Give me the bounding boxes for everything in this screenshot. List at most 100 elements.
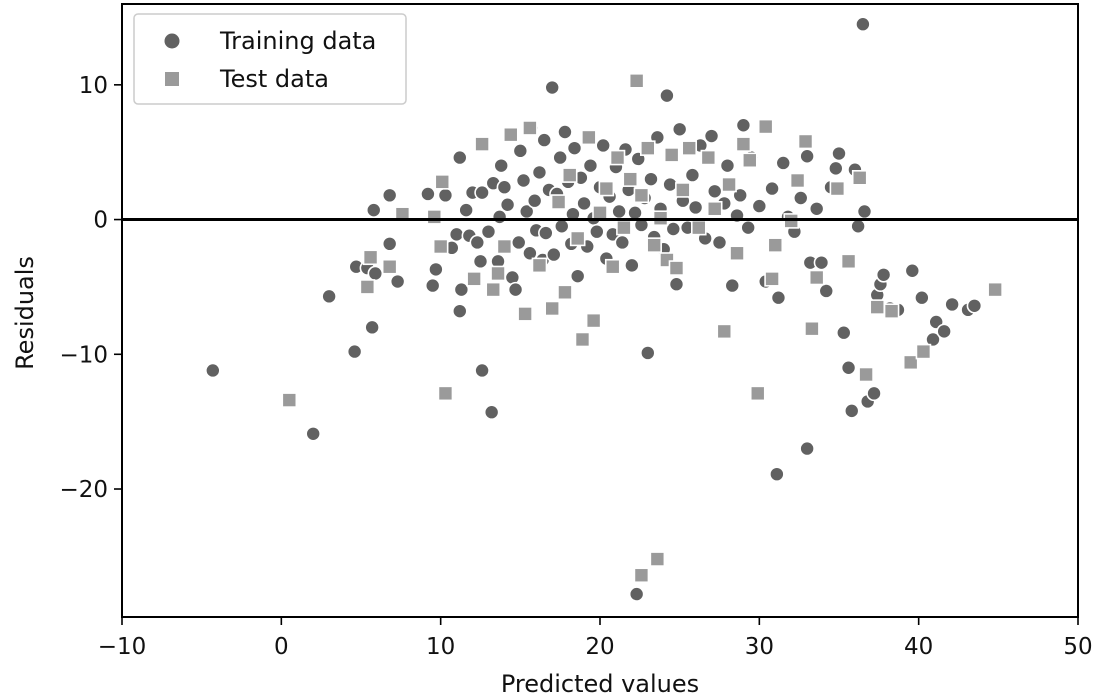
training-point-35	[499, 196, 516, 213]
training-point-127	[828, 160, 844, 177]
test-point-39	[668, 260, 685, 276]
training-point-52	[545, 246, 562, 263]
test-point-34	[639, 140, 656, 156]
test-point-65	[902, 354, 919, 371]
training-point-6	[364, 319, 380, 336]
test-point-64	[883, 303, 900, 319]
x-axis-ticks: −10 0 10 20 30 40 50	[98, 617, 1093, 660]
training-point-12	[420, 186, 436, 202]
training-point-1	[305, 425, 322, 442]
test-point-13	[496, 238, 513, 255]
legend-test-label: Test data	[219, 65, 329, 93]
test-point-47	[729, 245, 745, 262]
test-point-55	[789, 172, 806, 189]
test-point-60	[840, 253, 857, 270]
training-point-20	[453, 281, 470, 298]
test-point-49	[741, 152, 758, 169]
training-point-131	[843, 403, 860, 419]
training-point-81	[633, 217, 650, 233]
test-point-48	[735, 136, 752, 152]
training-points-layer	[205, 16, 983, 602]
training-point-56	[557, 124, 573, 140]
test-point-43	[700, 149, 717, 166]
training-point-124	[813, 254, 830, 271]
test-point-11	[485, 281, 502, 298]
test-point-57	[804, 320, 820, 337]
test-point-33	[633, 187, 650, 204]
training-point-17	[448, 226, 465, 243]
test-point-59	[829, 180, 846, 197]
x-tick-label: 40	[904, 634, 933, 660]
training-point-51	[544, 79, 561, 96]
legend: Training data Test data	[133, 13, 407, 105]
test-point-21	[561, 167, 578, 183]
test-point-51	[757, 118, 774, 135]
y-tick-label: 10	[79, 73, 108, 99]
y-tick-label: 0	[93, 208, 108, 234]
training-point-114	[769, 466, 785, 482]
test-point-14	[502, 126, 519, 143]
test-point-44	[706, 200, 723, 217]
test-point-42	[690, 219, 707, 236]
x-tick-label: 50	[1063, 634, 1092, 660]
training-point-63	[576, 195, 592, 212]
training-point-27	[474, 184, 490, 201]
test-point-27	[598, 180, 615, 197]
test-point-41	[681, 140, 698, 156]
training-point-39	[512, 143, 529, 159]
training-point-29	[483, 404, 500, 421]
training-point-55	[553, 218, 570, 235]
training-point-123	[808, 200, 825, 217]
test-point-3	[381, 258, 398, 275]
training-point-84	[643, 171, 659, 187]
test-point-1	[359, 279, 376, 295]
test-point-28	[604, 258, 621, 275]
test-point-67	[987, 281, 1003, 298]
test-point-45	[716, 323, 733, 340]
training-point-144	[914, 289, 930, 306]
y-axis-label: Residuals	[11, 256, 39, 370]
test-point-19	[550, 194, 567, 210]
test-point-8	[437, 385, 454, 402]
training-point-67	[589, 223, 605, 240]
test-point-62	[858, 366, 874, 383]
training-point-145	[925, 331, 941, 348]
training-point-14	[428, 261, 444, 278]
test-point-31	[622, 171, 639, 187]
training-point-130	[840, 359, 857, 376]
test-point-17	[531, 257, 548, 274]
training-point-38	[510, 234, 527, 251]
training-point-75	[614, 234, 631, 251]
training-point-83	[639, 345, 656, 361]
training-point-100	[703, 128, 720, 144]
training-point-40	[515, 172, 532, 189]
training-point-74	[611, 203, 627, 220]
training-point-116	[775, 155, 792, 171]
training-point-133	[850, 218, 866, 235]
training-point-25	[472, 253, 489, 270]
training-point-115	[770, 289, 787, 306]
x-tick-label: −10	[98, 634, 147, 660]
training-point-101	[706, 183, 723, 200]
x-tick-label: 0	[274, 634, 289, 660]
test-point-25	[585, 312, 602, 329]
test-point-35	[646, 237, 662, 253]
training-point-24	[469, 234, 486, 251]
test-point-20	[557, 284, 573, 301]
training-point-13	[424, 277, 441, 294]
training-point-3	[346, 343, 363, 360]
training-point-111	[751, 198, 768, 214]
training-point-26	[474, 362, 490, 379]
test-point-4	[394, 206, 411, 222]
training-point-78	[624, 257, 640, 274]
x-tick-label: 10	[426, 634, 455, 660]
training-point-0	[205, 362, 221, 379]
test-point-10	[474, 136, 490, 152]
legend-training-marker	[164, 33, 180, 49]
test-points-layer	[281, 72, 1003, 584]
plot-area	[121, 3, 1079, 618]
test-point-9	[466, 271, 482, 287]
test-point-40	[675, 182, 691, 198]
training-point-121	[799, 148, 815, 165]
training-point-32	[491, 209, 508, 225]
